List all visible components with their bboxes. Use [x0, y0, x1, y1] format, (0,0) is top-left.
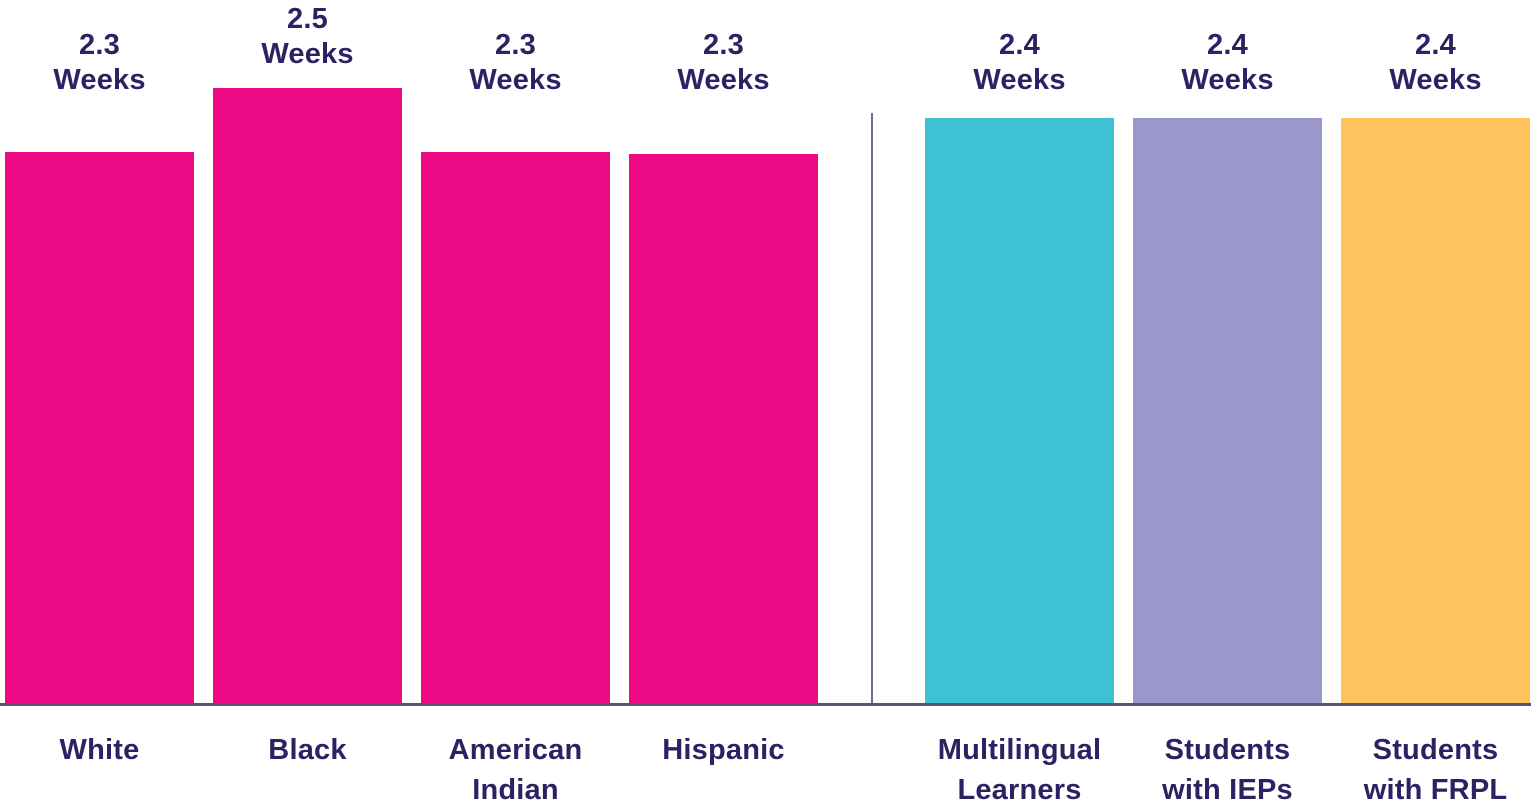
bar-students-with-ieps: [1133, 118, 1322, 705]
bar-group-white: 2.3 Weeks White: [5, 0, 194, 808]
bar-white: [5, 152, 194, 705]
value-unit: Weeks: [261, 38, 354, 70]
bar-hispanic: [629, 154, 818, 705]
category-label-multilingual-learners: Multilingual Learners: [937, 734, 1102, 806]
bar-group-american-indian: 2.3 Weeks American Indian: [421, 0, 610, 808]
group-divider-line: [871, 113, 873, 705]
value-unit: Weeks: [1181, 64, 1274, 96]
bar-group-black: 2.5 Weeks Black: [213, 0, 402, 808]
value-unit: Weeks: [1389, 64, 1482, 96]
value-label: 2.3 Weeks: [0, 28, 215, 98]
value-unit: Weeks: [677, 64, 770, 96]
value-number: 2.5: [287, 3, 328, 35]
bar-group-multilingual-learners: 2.4 Weeks Multilingual Learners: [925, 0, 1114, 808]
value-label: 2.4 Weeks: [905, 28, 1135, 98]
category-label-american-indian: American Indian: [448, 734, 583, 806]
value-label: 2.4 Weeks: [1321, 28, 1536, 98]
category-label-students-with-frpl: Students with FRPL: [1363, 734, 1508, 806]
x-axis-line: [0, 703, 1531, 706]
value-unit: Weeks: [973, 64, 1066, 96]
bar-black: [213, 88, 402, 705]
category-label-white: White: [59, 734, 140, 766]
value-unit: Weeks: [469, 64, 562, 96]
value-number: 2.4: [999, 29, 1040, 61]
value-label: 2.3 Weeks: [401, 28, 631, 98]
value-number: 2.4: [1207, 29, 1248, 61]
category-label-hispanic: Hispanic: [662, 734, 785, 766]
bar-students-with-frpl: [1341, 118, 1530, 705]
bar-group-students-with-frpl: 2.4 Weeks Students with FRPL: [1341, 0, 1530, 808]
bar-group-hispanic: 2.3 Weeks Hispanic: [629, 0, 818, 808]
bar-multilingual-learners: [925, 118, 1114, 705]
value-number: 2.4: [1415, 29, 1456, 61]
value-number: 2.3: [79, 29, 120, 61]
value-label: 2.5 Weeks: [193, 2, 423, 72]
bar-group-students-with-ieps: 2.4 Weeks Students with IEPs: [1133, 0, 1322, 808]
bar-american-indian: [421, 152, 610, 705]
value-label: 2.4 Weeks: [1113, 28, 1343, 98]
value-label: 2.3 Weeks: [609, 28, 839, 98]
category-label-black: Black: [268, 734, 347, 766]
category-label-students-with-ieps: Students with IEPs: [1162, 734, 1293, 806]
value-number: 2.3: [703, 29, 744, 61]
value-number: 2.3: [495, 29, 536, 61]
value-unit: Weeks: [53, 64, 146, 96]
